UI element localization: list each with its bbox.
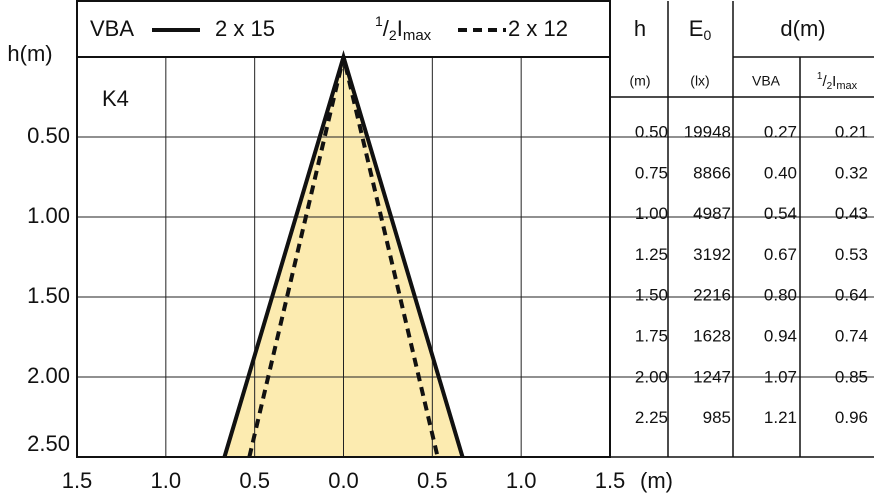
y-tick-label: 1.00 — [27, 203, 70, 228]
table-unit: (lx) — [690, 73, 709, 89]
table-cell: 0.43 — [835, 204, 868, 223]
table-cell: 0.50 — [635, 122, 668, 141]
y-tick-label: 2.50 — [27, 431, 70, 456]
legend-label: 2 x 12 — [508, 16, 568, 41]
frac-slash: / — [822, 73, 827, 90]
table-cell: 2.25 — [635, 408, 668, 427]
frame — [76, 0, 611, 458]
table-cell: 8866 — [693, 163, 731, 182]
y-tick-label: 2.00 — [27, 363, 70, 388]
legend-label: 2 x 15 — [215, 16, 275, 41]
x-tick-label: 1.0 — [151, 468, 182, 493]
table-cell: 1247 — [693, 367, 731, 386]
table-unit: 1/2Imax — [817, 71, 858, 92]
table-cell: 0.32 — [835, 163, 868, 182]
frac-den: 2 — [389, 27, 397, 43]
frac-num: 1 — [817, 71, 823, 82]
annotation: K4 — [102, 86, 129, 111]
table-cell: 1628 — [693, 326, 731, 345]
table-unit: (m) — [630, 73, 651, 89]
table-cell: 1.75 — [635, 326, 668, 345]
table-cell: 1.07 — [764, 367, 797, 386]
table-cell: 0.80 — [764, 286, 797, 305]
table-cell: 0.21 — [835, 122, 868, 141]
header-main: E — [689, 16, 704, 41]
table-cell: 0.27 — [764, 122, 797, 141]
table-cell: 1.25 — [635, 245, 668, 264]
x-tick-label: 1.0 — [506, 468, 537, 493]
table-cell: 1.50 — [635, 286, 668, 305]
x-axis-unit: (m) — [640, 468, 673, 493]
x-tick-label: 1.5 — [595, 468, 626, 493]
main: I — [832, 73, 836, 90]
header-sub: 0 — [703, 27, 711, 43]
sub: max — [836, 80, 857, 92]
table-cell: 2.00 — [635, 367, 668, 386]
legend-name: VBA — [90, 16, 134, 41]
frac-slash: / — [383, 16, 390, 41]
table-cell: 0.67 — [764, 245, 797, 264]
frac-num: 1 — [375, 13, 383, 29]
table-cell: 0.96 — [835, 408, 868, 427]
table-cell: 2216 — [693, 286, 731, 305]
table-cell: 3192 — [693, 245, 731, 264]
table-header: E0 — [689, 16, 712, 43]
table-header: h — [634, 16, 646, 41]
table-cell: 0.53 — [835, 245, 868, 264]
table-unit: VBA — [752, 73, 781, 89]
table-cell: 0.40 — [764, 163, 797, 182]
table-cell: 0.85 — [835, 367, 868, 386]
table-cell: 0.74 — [835, 326, 868, 345]
x-tick-label: 0.5 — [417, 468, 448, 493]
table-cell: 0.54 — [764, 204, 797, 223]
table-header: d(m) — [780, 16, 825, 41]
frac-den: 2 — [827, 81, 833, 92]
y-axis-title: h(m) — [7, 41, 52, 66]
table-cell: 0.94 — [764, 326, 797, 345]
table-cell: 0.64 — [835, 286, 868, 305]
table-cell: 19948 — [684, 122, 731, 141]
table-cell: 1.21 — [764, 408, 797, 427]
table-cell: 985 — [703, 408, 731, 427]
table-cell: 1.00 — [635, 204, 668, 223]
x-tick-label: 0.5 — [239, 468, 270, 493]
y-tick-label: 0.50 — [27, 123, 70, 148]
y-tick-label: 1.50 — [27, 283, 70, 308]
x-tick-label: 1.5 — [62, 468, 93, 493]
sub: max — [403, 27, 432, 44]
main: I — [397, 16, 403, 41]
table-cell: 0.75 — [635, 163, 668, 182]
legend-name: 1/2Imax — [375, 13, 432, 44]
table-cell: 4987 — [693, 204, 731, 223]
x-tick-label: 0.0 — [328, 468, 359, 493]
